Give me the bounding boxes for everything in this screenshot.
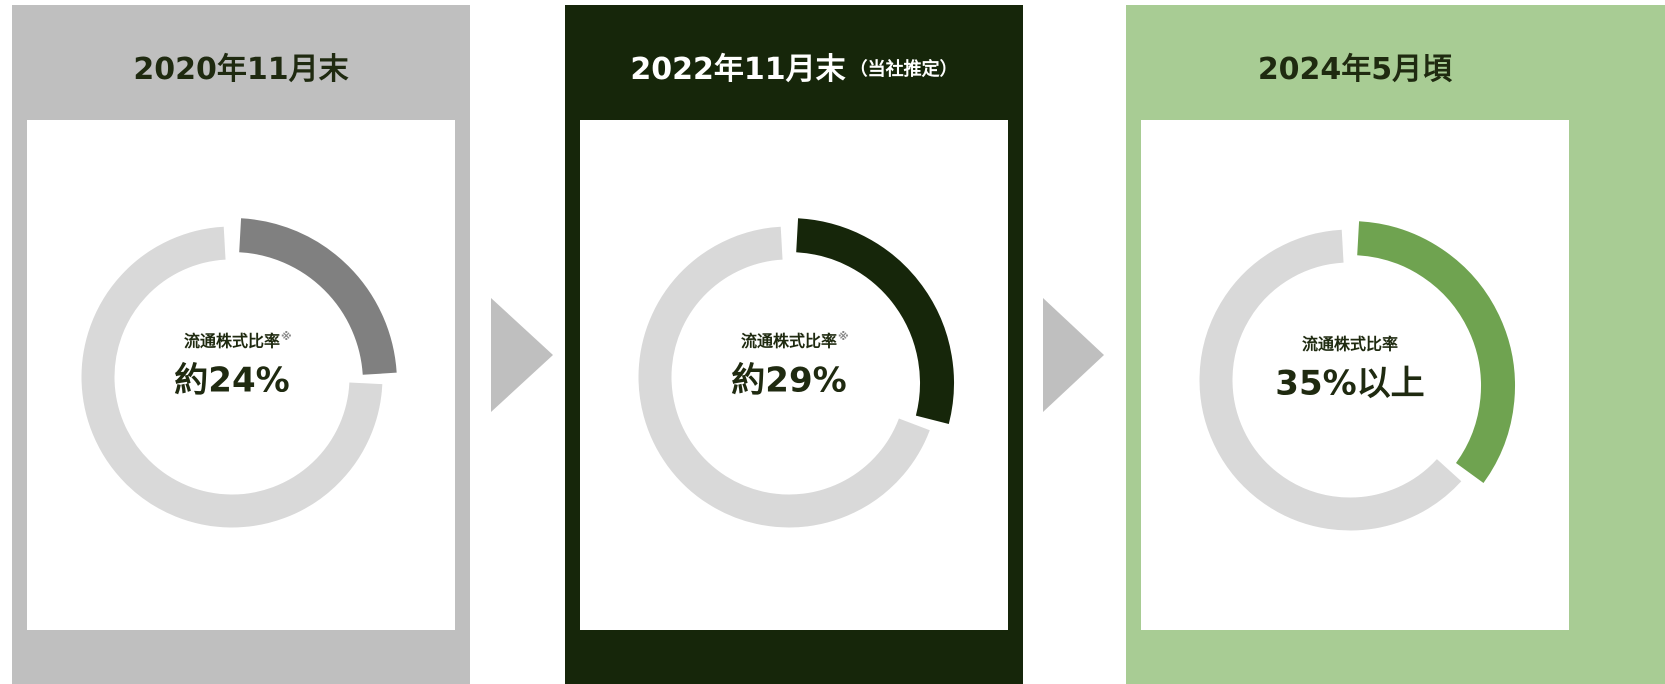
title-text: 2020年11月末 <box>133 52 348 87</box>
title-text: 2024年5月頃 <box>1258 52 1452 87</box>
donut-track <box>1199 229 1462 531</box>
center-note: ※ <box>838 330 849 343</box>
panel-title: 2020年11月末 <box>133 52 348 87</box>
title-text: 2022年11月末 <box>630 52 845 87</box>
center-value: 約24% <box>174 361 289 401</box>
donut-segment <box>795 218 954 425</box>
center-label: 流通株式比率 <box>184 332 280 351</box>
donut-track <box>638 226 930 528</box>
arrow <box>491 298 553 412</box>
panel-title: 2024年5月頃 <box>1258 52 1452 87</box>
donut-segment <box>1356 221 1515 483</box>
donut-track <box>81 226 383 528</box>
donut-segment <box>238 218 397 376</box>
center-label: 流通株式比率 <box>1302 335 1398 354</box>
center-value: 約29% <box>731 361 846 401</box>
title-subtitle: （当社推定） <box>850 58 958 80</box>
panel-title: 2022年11月末 （当社推定） <box>630 52 957 87</box>
center-note: ※ <box>281 330 292 343</box>
center-label: 流通株式比率 <box>741 332 837 351</box>
center-value: 35%以上 <box>1275 364 1424 404</box>
arrow <box>1043 298 1104 412</box>
